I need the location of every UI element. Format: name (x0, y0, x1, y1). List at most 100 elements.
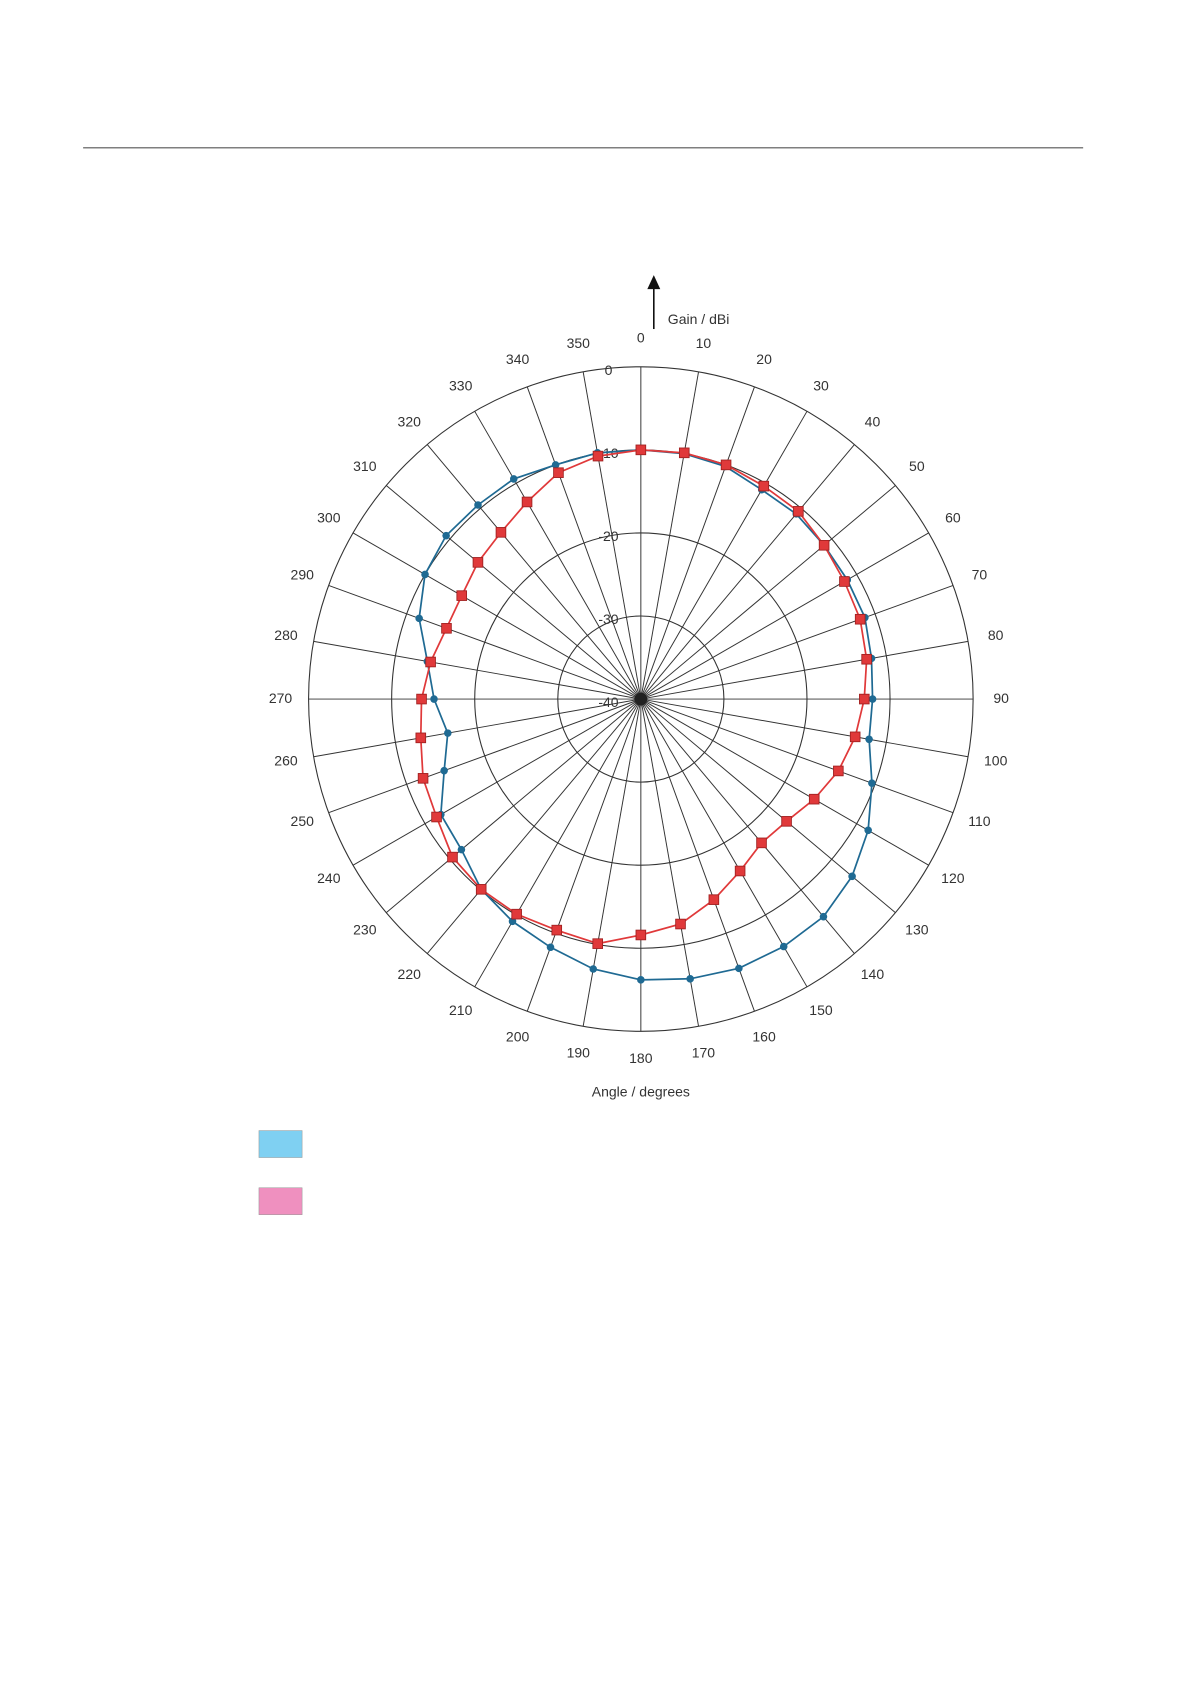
marker (868, 779, 876, 787)
marker (508, 917, 517, 926)
marker (430, 695, 438, 703)
marker (675, 918, 686, 930)
marker (635, 444, 647, 456)
marker (781, 816, 792, 827)
spoke (313, 640, 641, 700)
spoke (640, 485, 896, 700)
marker (475, 884, 487, 895)
spoke (640, 411, 808, 700)
angle-tick-label: 270 (269, 690, 293, 706)
marker (833, 765, 844, 777)
marker (793, 506, 804, 517)
legend-swatch (258, 1130, 303, 1158)
angle-axis-label: Angle / degrees (592, 1084, 690, 1100)
marker (592, 938, 604, 949)
angle-tick-label: 50 (909, 458, 925, 474)
angle-tick-label: 340 (506, 351, 530, 367)
angle-tick-label: 170 (692, 1045, 716, 1061)
marker (415, 614, 423, 623)
marker (472, 557, 484, 568)
marker (416, 693, 427, 705)
spoke (640, 444, 855, 700)
marker (779, 942, 788, 951)
angle-tick-label: 100 (984, 752, 1008, 768)
angle-tick-label: 330 (449, 378, 473, 394)
angle-tick-label: 220 (398, 966, 422, 982)
angle-tick-label: 250 (291, 813, 315, 829)
marker (720, 459, 732, 471)
spoke (526, 386, 642, 700)
marker (592, 450, 604, 462)
marker (415, 732, 427, 744)
spoke (313, 698, 641, 758)
center-dot (634, 692, 648, 706)
angle-tick-label: 150 (809, 1002, 833, 1018)
marker (551, 924, 563, 936)
angle-tick-label: 60 (945, 510, 961, 526)
spoke (328, 584, 642, 700)
angle-tick-label: 240 (317, 870, 341, 886)
marker (808, 793, 820, 805)
spoke (640, 698, 700, 1027)
spoke (640, 698, 954, 814)
angle-tick-label: 140 (861, 966, 885, 982)
angle-tick-label: 210 (449, 1002, 473, 1018)
angle-tick-label: 30 (813, 378, 829, 394)
radial-tick-label: -20 (598, 528, 618, 544)
angle-tick-label: 110 (968, 813, 991, 829)
marker (678, 447, 690, 459)
spoke (640, 386, 755, 700)
spoke (474, 698, 642, 988)
marker (756, 837, 767, 849)
angle-tick-label: 40 (865, 414, 881, 430)
radial-tick-label: -40 (598, 694, 618, 710)
legend-swatch (258, 1187, 303, 1215)
angle-tick-label: 120 (941, 870, 965, 886)
angle-tick-label: 230 (353, 921, 377, 937)
angle-tick-label: 80 (988, 627, 1004, 643)
marker (457, 845, 466, 854)
spoke (640, 532, 929, 700)
marker (839, 576, 850, 587)
spoke (386, 485, 642, 700)
spoke (426, 698, 642, 954)
spoke (426, 444, 642, 700)
angle-tick-label: 20 (756, 351, 772, 367)
angle-tick-label: 190 (567, 1045, 591, 1061)
axis-arrowhead (647, 275, 661, 290)
marker (551, 461, 560, 469)
marker (864, 826, 872, 835)
spoke (526, 698, 642, 1012)
radial-tick-label: 0 (605, 362, 613, 378)
angle-tick-label: 160 (752, 1028, 776, 1044)
spoke (640, 698, 855, 954)
angle-tick-label: 310 (353, 458, 377, 474)
marker (758, 480, 770, 492)
angle-tick-label: 290 (291, 567, 315, 583)
marker (854, 613, 866, 625)
radial-axis-label: Gain / dBi (668, 311, 730, 327)
marker (456, 590, 468, 601)
series-line (418, 448, 874, 981)
marker (635, 929, 647, 941)
marker (818, 539, 830, 551)
angle-tick-label: 180 (629, 1050, 653, 1066)
angle-tick-label: 280 (274, 627, 298, 643)
marker (509, 475, 518, 483)
marker (474, 501, 482, 509)
spoke (386, 698, 642, 914)
angle-tick-label: 0 (637, 329, 645, 345)
angle-tick-label: 350 (567, 335, 591, 351)
angle-tick-label: 320 (398, 414, 422, 430)
marker (859, 693, 870, 705)
marker (440, 766, 448, 775)
angle-tick-label: 10 (696, 335, 712, 351)
marker (521, 496, 533, 508)
spoke (328, 698, 642, 814)
spoke (640, 640, 969, 700)
marker (425, 656, 436, 668)
marker (865, 735, 873, 744)
radial-tick-label: -30 (598, 611, 618, 627)
angle-tick-label: 90 (993, 690, 1009, 706)
